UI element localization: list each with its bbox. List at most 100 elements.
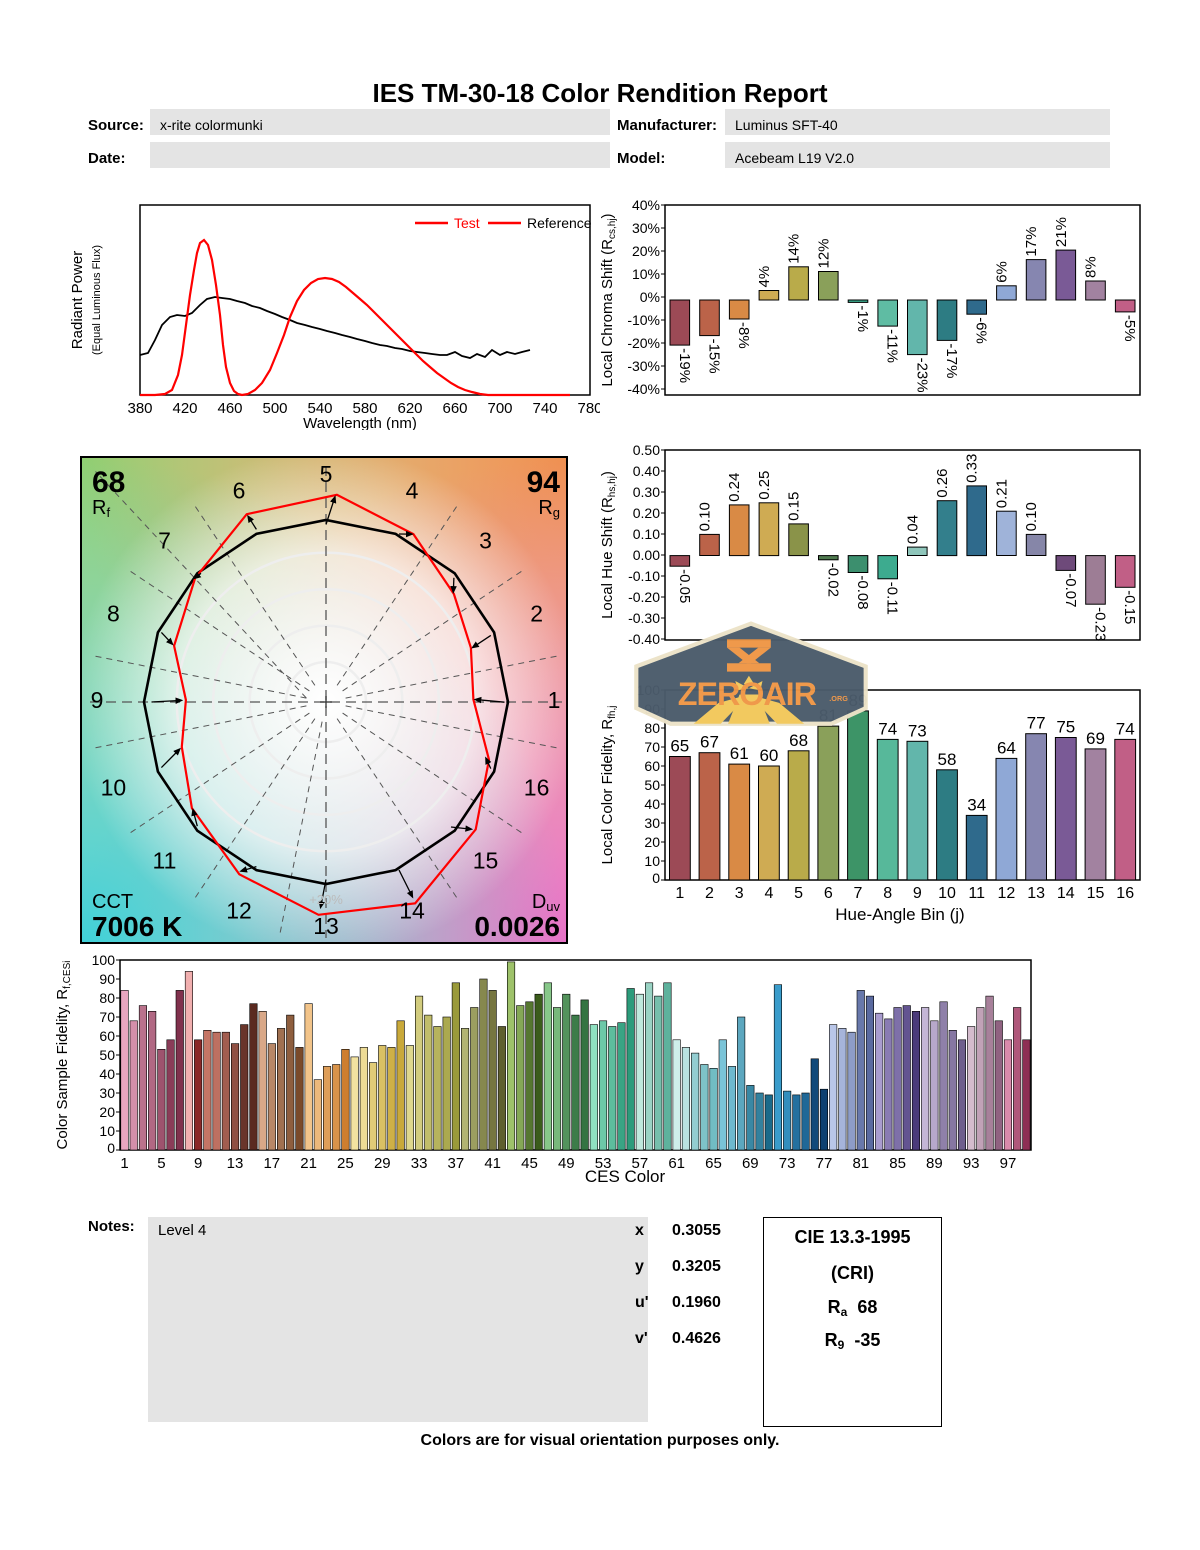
svg-text:0.30: 0.30: [633, 484, 660, 500]
svg-text:0.00: 0.00: [633, 547, 660, 563]
svg-text:2: 2: [530, 601, 543, 627]
svg-text:37: 37: [448, 1155, 465, 1172]
svg-text:0.15: 0.15: [786, 492, 803, 521]
svg-text:9: 9: [91, 687, 104, 713]
svg-text:50: 50: [99, 1047, 115, 1063]
svg-text:8: 8: [107, 601, 120, 627]
svg-text:61: 61: [730, 744, 749, 763]
svg-text:-23%: -23%: [913, 358, 930, 393]
svg-text:1: 1: [548, 687, 561, 713]
svg-text:Local Color Fidelity, Rfh,j: Local Color Fidelity, Rfh,j: [600, 706, 618, 865]
svg-text:6%: 6%: [993, 261, 1010, 283]
svg-text:14: 14: [399, 897, 425, 923]
svg-text:0.10: 0.10: [633, 526, 660, 542]
svg-text:-5%: -5%: [1121, 315, 1138, 342]
svg-text:CCT: CCT: [92, 891, 133, 913]
svg-text:-30%: -30%: [627, 358, 660, 374]
svg-text:100: 100: [92, 952, 116, 968]
svg-text:0.25: 0.25: [756, 471, 773, 500]
svg-text:8: 8: [883, 885, 892, 902]
svg-text:-0.08: -0.08: [854, 575, 871, 609]
svg-text:5: 5: [320, 461, 333, 487]
svg-text:69: 69: [1086, 729, 1105, 748]
svg-text:0.50: 0.50: [633, 442, 660, 458]
svg-text:65: 65: [705, 1155, 722, 1172]
svg-text:7: 7: [854, 885, 863, 902]
svg-text:0.10: 0.10: [1023, 502, 1040, 531]
svg-text:-8%: -8%: [735, 322, 752, 349]
svg-text:17: 17: [263, 1155, 280, 1172]
svg-text:13: 13: [313, 913, 339, 939]
svg-text:13: 13: [1027, 885, 1045, 902]
svg-text:Wavelength (nm): Wavelength (nm): [303, 415, 417, 430]
svg-text:10: 10: [99, 1123, 115, 1139]
svg-text:1: 1: [120, 1155, 128, 1172]
svg-text:45: 45: [521, 1155, 538, 1172]
svg-text:0.40: 0.40: [633, 463, 660, 479]
svg-text:-0.02: -0.02: [824, 563, 841, 597]
svg-text:15: 15: [1087, 885, 1105, 902]
svg-text:40%: 40%: [632, 197, 660, 213]
svg-text:740: 740: [532, 400, 557, 417]
svg-text:29: 29: [374, 1155, 391, 1172]
svg-text:Hue-Angle Bin (j): Hue-Angle Bin (j): [835, 905, 964, 924]
svg-text:700: 700: [487, 400, 512, 417]
svg-text:12%: 12%: [815, 238, 832, 268]
svg-text:80: 80: [99, 990, 115, 1006]
svg-text:64: 64: [997, 738, 1016, 757]
svg-text:25: 25: [337, 1155, 354, 1172]
svg-text:10: 10: [101, 774, 127, 800]
svg-text:61: 61: [668, 1155, 685, 1172]
svg-text:67: 67: [700, 733, 719, 752]
svg-text:13: 13: [227, 1155, 244, 1172]
svg-text:780: 780: [577, 400, 600, 417]
svg-text:460: 460: [217, 400, 242, 417]
svg-text:41: 41: [484, 1155, 501, 1172]
svg-text:40: 40: [644, 796, 660, 812]
svg-text:60: 60: [99, 1028, 115, 1044]
svg-text:40: 40: [99, 1066, 115, 1082]
svg-text:34: 34: [967, 795, 986, 814]
svg-text:14: 14: [1057, 885, 1075, 902]
svg-text:-20%: -20%: [627, 335, 660, 351]
svg-text:(Equal Luminous Flux): (Equal Luminous Flux): [91, 245, 103, 355]
svg-text:660: 660: [442, 400, 467, 417]
svg-text:-0.20: -0.20: [628, 589, 660, 605]
svg-text:73: 73: [908, 721, 927, 740]
svg-text:-0.05: -0.05: [676, 569, 693, 603]
svg-text:0.20: 0.20: [633, 505, 660, 521]
svg-text:5: 5: [794, 885, 803, 902]
svg-text:-10%: -10%: [627, 312, 660, 328]
svg-text:12: 12: [226, 897, 252, 923]
svg-text:Reference: Reference: [527, 215, 592, 231]
svg-text:97: 97: [1000, 1155, 1017, 1172]
svg-text:74: 74: [878, 719, 897, 738]
svg-text:1: 1: [675, 885, 684, 902]
svg-text:30%: 30%: [632, 220, 660, 236]
svg-text:ZEROAIR: ZEROAIR: [678, 676, 817, 712]
svg-text:0.21: 0.21: [993, 479, 1010, 508]
svg-text:0.24: 0.24: [726, 473, 743, 502]
svg-text:CES Color: CES Color: [585, 1167, 666, 1185]
svg-text:30: 30: [644, 815, 660, 831]
svg-text:60: 60: [759, 746, 778, 765]
svg-text:20: 20: [99, 1104, 115, 1120]
svg-text:0.0026: 0.0026: [474, 911, 560, 942]
svg-text:3: 3: [479, 527, 492, 553]
svg-text:-17%: -17%: [943, 343, 960, 378]
svg-text:85: 85: [889, 1155, 906, 1172]
svg-text:30: 30: [99, 1085, 115, 1101]
svg-text:94: 94: [527, 466, 561, 499]
svg-text:Test: Test: [454, 215, 480, 231]
svg-text:Radiant Power: Radiant Power: [69, 251, 86, 349]
svg-text:0: 0: [652, 870, 660, 886]
svg-text:89: 89: [926, 1155, 943, 1172]
svg-text:0.04: 0.04: [904, 515, 921, 544]
svg-text:33: 33: [411, 1155, 428, 1172]
svg-text:-11%: -11%: [884, 329, 901, 363]
svg-text:8%: 8%: [1083, 256, 1100, 278]
svg-text:2: 2: [705, 885, 714, 902]
svg-text:93: 93: [963, 1155, 980, 1172]
svg-text:3: 3: [735, 885, 744, 902]
svg-text:60: 60: [644, 758, 660, 774]
